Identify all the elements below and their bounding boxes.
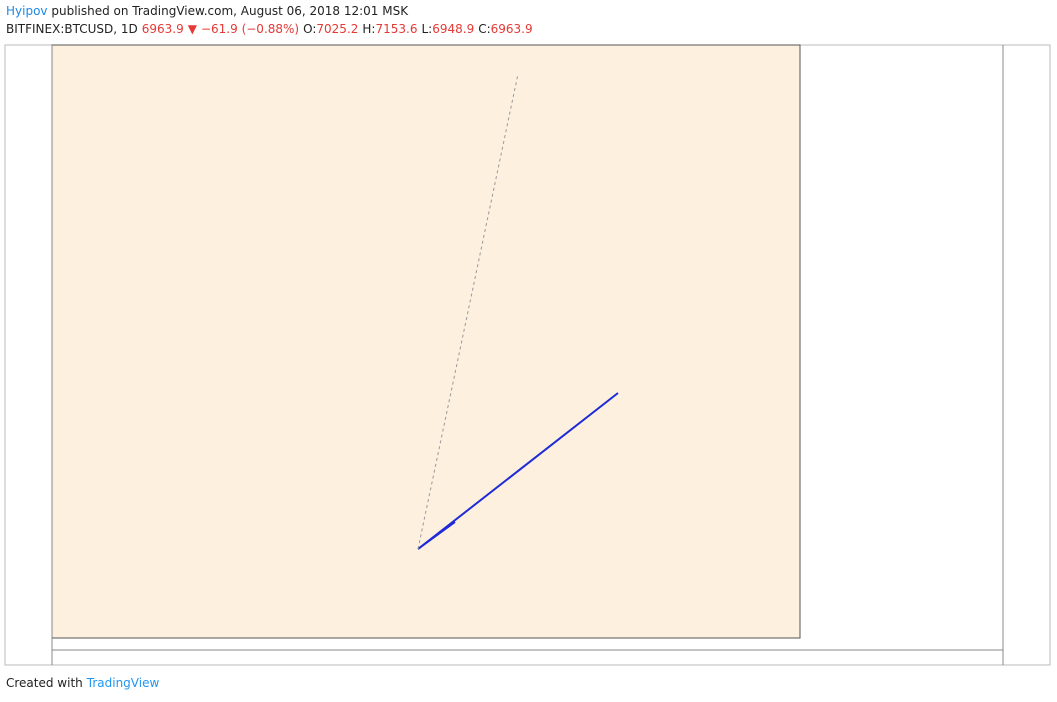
quote-part: 6963.9 xyxy=(141,22,184,36)
author[interactable]: Hyipov xyxy=(6,4,48,18)
created: Created with xyxy=(6,676,83,690)
quote-part: O: xyxy=(303,22,317,36)
fib-trend xyxy=(417,73,519,550)
footer: Created with TradingView xyxy=(6,676,159,690)
brand[interactable]: TradingView xyxy=(86,676,160,690)
quote-part: BITFINEX:BTCUSD, 1D xyxy=(6,22,138,36)
header: Hyipov published on TradingView.com, Aug… xyxy=(6,2,537,38)
quote-part: 6963.9 xyxy=(490,22,533,36)
range-shade xyxy=(51,44,801,639)
quote-part: ▼ xyxy=(187,22,197,36)
quote-part: C: xyxy=(478,22,491,36)
quote-part: 7153.6 xyxy=(375,22,418,36)
quote-part: L: xyxy=(421,22,433,36)
publish-line: Hyipov published on TradingView.com, Aug… xyxy=(6,2,537,20)
trend-line xyxy=(417,521,456,550)
quote-part: H: xyxy=(362,22,376,36)
quote-part: 7025.2 xyxy=(316,22,359,36)
quote-line: BITFINEX:BTCUSD, 1D 6963.9 ▼ −61.9 (−0.88%)… xyxy=(6,20,537,38)
published: published on TradingView.com, August 06,… xyxy=(51,4,409,18)
chart xyxy=(4,44,1051,666)
trend-line xyxy=(417,392,619,550)
quote-part: 6948.9 xyxy=(432,22,475,36)
quote-part: −61.9 (−0.88%) xyxy=(200,22,300,36)
